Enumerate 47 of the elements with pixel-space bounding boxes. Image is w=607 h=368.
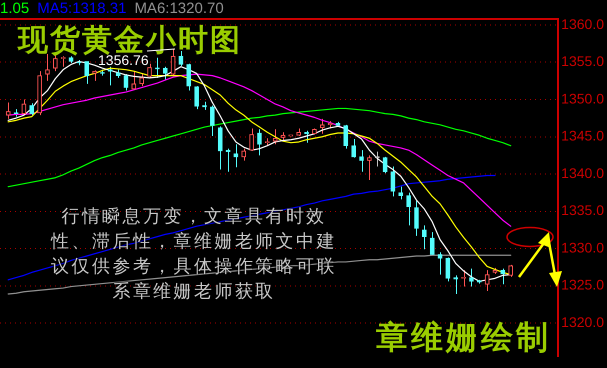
candlestick [108, 66, 113, 86]
y-tick-label: 1345.0 [561, 128, 604, 144]
candlestick [430, 232, 435, 256]
text: 1.05 [0, 0, 30, 17]
candlestick [406, 192, 411, 226]
candlestick [484, 270, 490, 292]
candlestick [249, 128, 254, 152]
candlestick [438, 252, 442, 276]
candlestick [343, 124, 348, 150]
candlestick [147, 63, 152, 78]
candlestick [241, 148, 246, 162]
candlestick [124, 74, 128, 92]
candlestick [210, 104, 215, 137]
y-tick-label: 1360.0 [561, 16, 604, 32]
candlestick [155, 57, 160, 78]
candlestick [257, 128, 262, 156]
candlestick [351, 138, 356, 158]
y-tick-label: 1330.0 [561, 239, 604, 256]
candlestick [139, 72, 144, 87]
candlestick [22, 98, 26, 116]
candlestick [382, 156, 388, 174]
candlestick [132, 70, 136, 90]
text: MA5:1318.31 [37, 0, 126, 17]
candlestick [446, 256, 450, 282]
candlestick [186, 63, 192, 92]
y-tick-label: 1350.0 [561, 90, 604, 106]
candlestick [29, 102, 34, 116]
candlestick [359, 150, 364, 172]
candlestick [469, 268, 474, 288]
candlestick [422, 224, 427, 250]
text: MA6:1320.70 [134, 0, 224, 17]
candlestick [45, 54, 50, 82]
y-tick-label: 1320.0 [561, 314, 604, 330]
candlestick [414, 200, 419, 236]
y-tick-label: 1340.0 [561, 164, 604, 181]
candlestick [508, 264, 514, 278]
annotation: 章维姗绘制 [376, 317, 551, 358]
candlestick [6, 102, 11, 120]
candlestick [218, 126, 223, 170]
candlestick [194, 86, 199, 110]
candlestick [60, 56, 66, 68]
candlestick [84, 60, 90, 84]
candlestick [304, 130, 309, 144]
y-tick-label: 1335.0 [561, 202, 604, 218]
candlestick [390, 166, 396, 197]
y-tick-label: 1325.0 [561, 276, 604, 293]
y-tick-label: 1355.0 [561, 53, 604, 70]
